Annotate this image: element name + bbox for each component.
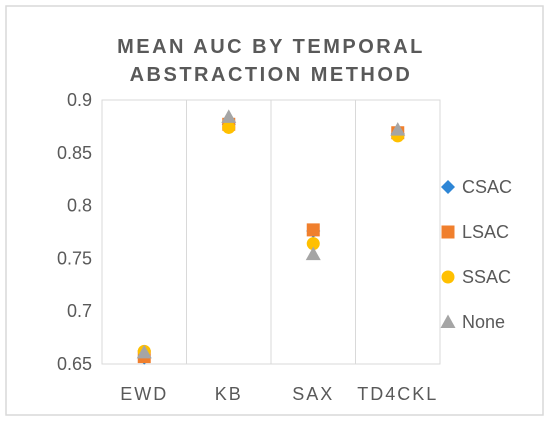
data-point-ssac (222, 120, 236, 134)
data-point-none (221, 109, 237, 123)
y-tick-label: 0.85 (57, 143, 92, 163)
legend-marker-ssac (441, 270, 455, 284)
y-tick-label: 0.75 (57, 248, 92, 268)
chart-title-line-1: MEAN AUC BY TEMPORAL (117, 36, 425, 58)
x-tick-label: SAX (292, 384, 334, 404)
x-tick-label: KB (215, 384, 243, 404)
y-tick-label: 0.9 (67, 90, 92, 110)
legend-label-lsac: LSAC (462, 222, 509, 242)
legend-label-ssac: SSAC (462, 267, 511, 287)
legend-label-csac: CSAC (462, 177, 512, 197)
legend-label-none: None (462, 312, 505, 332)
legend-marker-lsac (441, 225, 455, 239)
plot-area: 0.65 0.7 0.75 0.8 0.85 0.9 EWD KB SAX TD4CKL (57, 90, 441, 404)
data-point-none (136, 344, 152, 359)
data-point-none (390, 122, 406, 136)
chart-frame (5, 5, 544, 416)
y-tick-label: 0.65 (57, 354, 92, 374)
legend-marker-none (440, 314, 456, 328)
legend-marker-csac (441, 180, 455, 194)
data-point-lsac (306, 223, 320, 237)
chart-title-line-2: ABSTRACTION METHOD (130, 64, 413, 86)
x-tick-label: TD4CKL (357, 384, 438, 404)
y-tick-label: 0.7 (67, 301, 92, 321)
x-tick-label: EWD (120, 384, 168, 404)
y-tick-label: 0.8 (67, 196, 92, 216)
data-point-none (305, 246, 321, 261)
data-point-ssac (306, 237, 320, 251)
legend: CSAC LSAC SSAC None (440, 177, 512, 332)
